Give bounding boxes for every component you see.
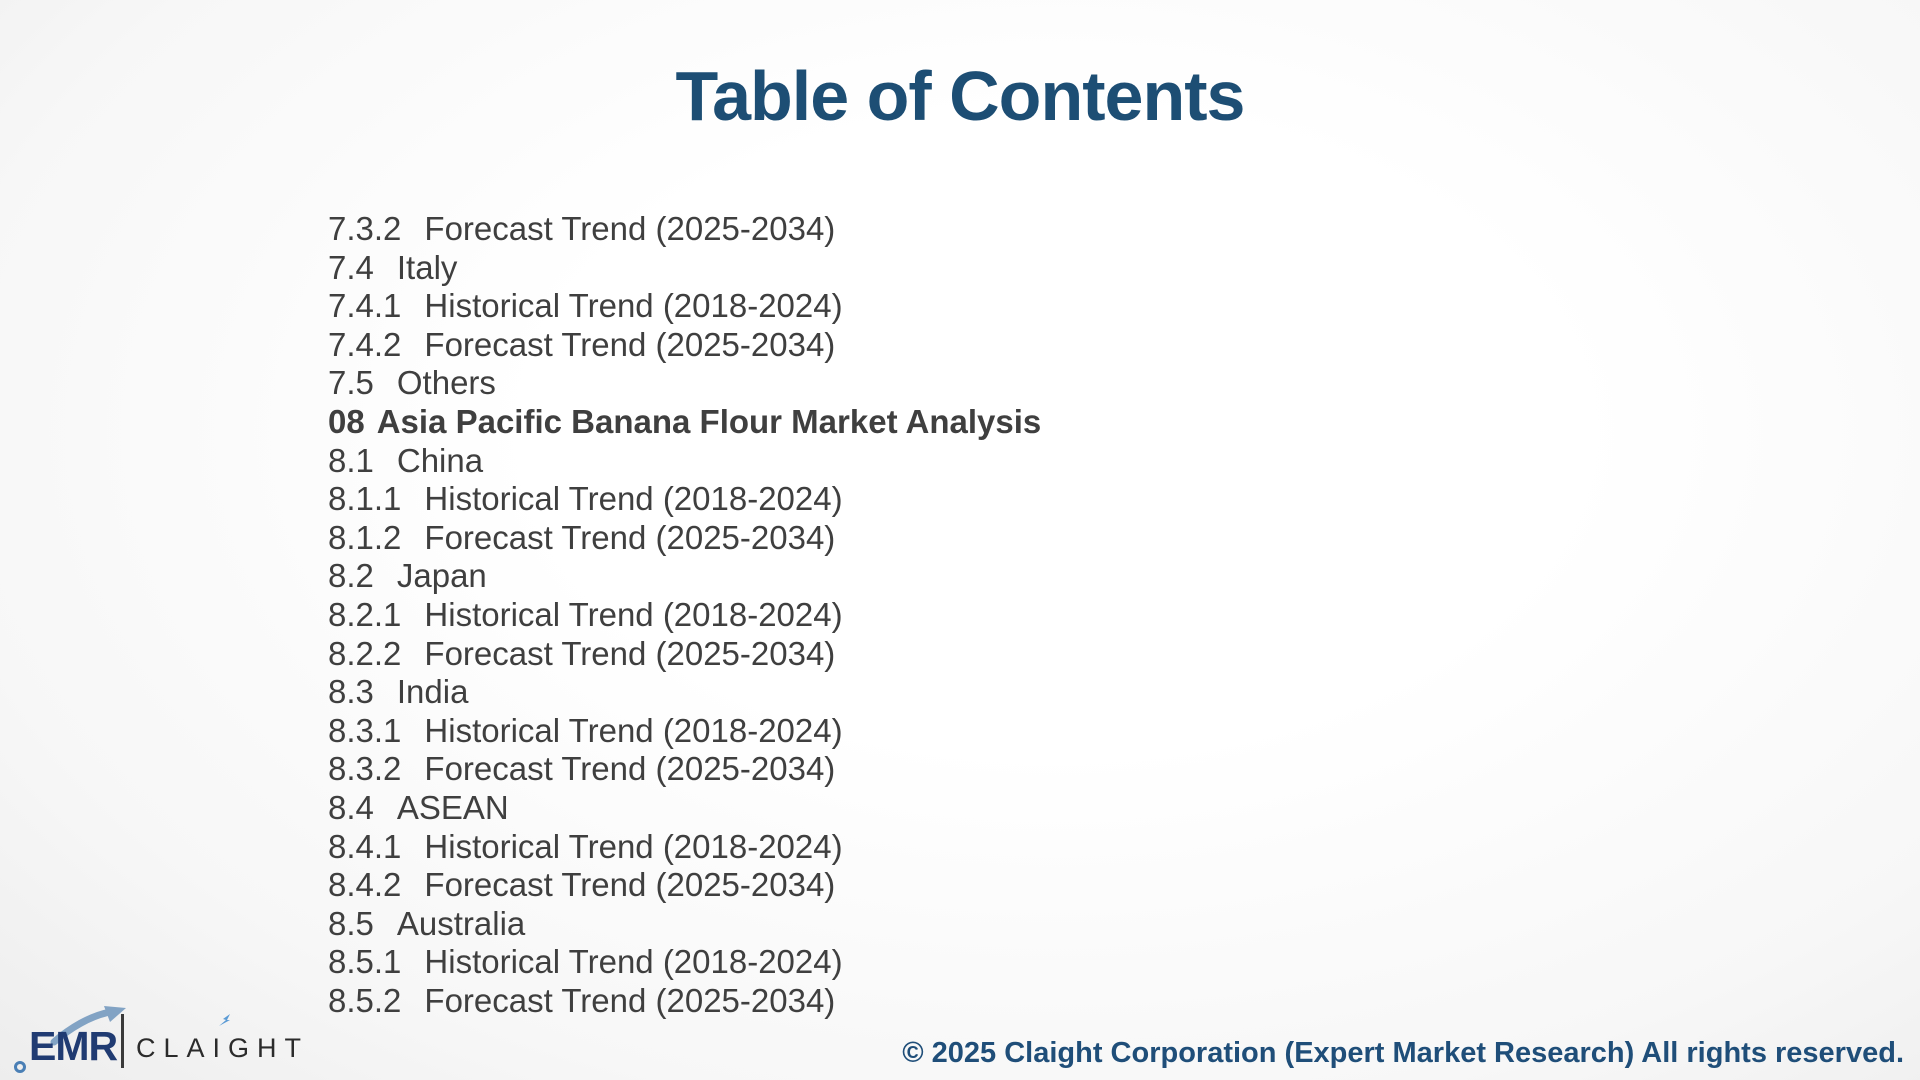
toc-item-number: 8.4.2 [328,866,402,904]
toc-list: 7.3.2 Forecast Trend (2025-2034) 7.4 Italy 7… [328,210,1041,1020]
toc-item: 7.4.1 Historical Trend (2018-2024) [328,287,1041,326]
toc-item: 8.2.2 Forecast Trend (2025-2034) [328,635,1041,674]
emr-logo-text: EMR [29,1023,118,1069]
toc-item-number: 7.3.2 [328,210,402,247]
toc-item: 8.4.1 Historical Trend (2018-2024) [328,828,1041,867]
toc-item-label: Japan [396,557,487,595]
toc-item: 8.4 ASEAN [328,789,1041,828]
toc-item: 7.4.2 Forecast Trend (2025-2034) [328,326,1041,365]
page-title: Table of Contents [675,57,1246,135]
claight-accent-icon [219,1014,230,1026]
toc-item-number: 8.3.1 [328,711,402,749]
logo-ring-icon [14,1061,26,1073]
toc-item: 8.1.2 Forecast Trend (2025-2034) [328,519,1041,558]
logo-divider [121,1014,124,1068]
toc-item-label: Forecast Trend (2025-2034) [424,866,836,904]
toc-item-number: 8.4 [328,788,374,826]
toc-item-number: 7.4.2 [328,325,402,363]
toc-item: 08 Asia Pacific Banana Flour Market Analy… [328,403,1041,442]
toc-item: 8.4.2 Forecast Trend (2025-2034) [328,866,1041,905]
claight-wordmark: CLAIGHT [136,1033,310,1063]
toc-item-label: Australia [396,904,526,942]
toc-item-number: 8.5.1 [328,943,402,981]
toc-item-label: Historical Trend (2018-2024) [424,711,843,749]
toc-item-number: 8.4.1 [328,827,402,865]
toc-item-label: Forecast Trend (2025-2034) [424,210,836,247]
toc-item-number: 8.3 [328,673,374,711]
emr-claight-logo: EMR CLAIGHT [14,1006,334,1076]
toc-item-number: 8.5 [328,904,374,942]
toc-item-number: 08 [328,402,365,440]
toc-item: 7.5 Others [328,364,1041,403]
toc-item: 8.3.2 Forecast Trend (2025-2034) [328,750,1041,789]
toc-item: 7.4 Italy [328,249,1041,288]
toc-item-label: Forecast Trend (2025-2034) [424,634,836,672]
toc-item-number: 8.1.1 [328,480,402,518]
toc-item-label: Forecast Trend (2025-2034) [424,750,836,788]
toc-item: 8.3.1 Historical Trend (2018-2024) [328,712,1041,751]
toc-item: 8.5.2 Forecast Trend (2025-2034) [328,982,1041,1021]
toc-item: 7.3.2 Forecast Trend (2025-2034) [328,210,1041,249]
toc-item-label: Historical Trend (2018-2024) [424,943,843,981]
toc-item-number: 8.3.2 [328,750,402,788]
toc-item: 8.5 Australia [328,905,1041,944]
toc-item-number: 8.2.1 [328,595,402,633]
toc-item-label: ASEAN [396,788,509,826]
toc-item: 8.5.1 Historical Trend (2018-2024) [328,943,1041,982]
toc-item-label: Forecast Trend (2025-2034) [424,325,836,363]
toc-item-number: 8.2 [328,557,374,595]
toc-item-number: 7.4.1 [328,287,402,325]
toc-item-label: Asia Pacific Banana Flour Market Analysi… [376,402,1042,440]
toc-item: 8.3 India [328,673,1041,712]
toc-item-label: Historical Trend (2018-2024) [424,595,843,633]
toc-item-number: 8.2.2 [328,634,402,672]
toc-item-label: Historical Trend (2018-2024) [424,480,843,518]
toc-item-label: Historical Trend (2018-2024) [424,827,843,865]
toc-item-label: India [396,673,469,711]
toc-item-label: Others [396,364,496,402]
toc-item: 8.2 Japan [328,557,1041,596]
toc-item-label: Italy [396,248,458,286]
toc-item-number: 8.5.2 [328,981,402,1019]
toc-item: 8.1 China [328,442,1041,481]
toc-item-label: China [396,441,484,479]
toc-item-label: Historical Trend (2018-2024) [424,287,843,325]
toc-item: 8.1.1 Historical Trend (2018-2024) [328,480,1041,519]
toc-item-number: 8.1 [328,441,374,479]
copyright-text: © 2025 Claight Corporation (Expert Marke… [902,1037,1904,1069]
toc-item-number: 8.1.2 [328,518,402,556]
toc-item-number: 7.4 [328,248,374,286]
toc-item-label: Forecast Trend (2025-2034) [424,981,836,1019]
toc-item-number: 7.5 [328,364,374,402]
toc-item-label: Forecast Trend (2025-2034) [424,518,836,556]
toc-item: 8.2.1 Historical Trend (2018-2024) [328,596,1041,635]
